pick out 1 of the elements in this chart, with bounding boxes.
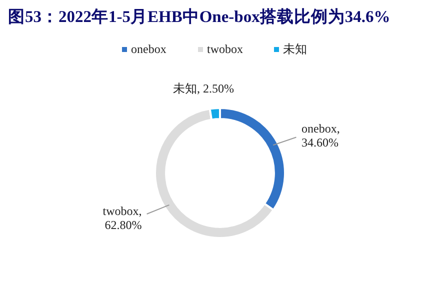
title: 图53：2022年1-5月EHB中One-box搭载比例为34.6% [8,7,390,26]
